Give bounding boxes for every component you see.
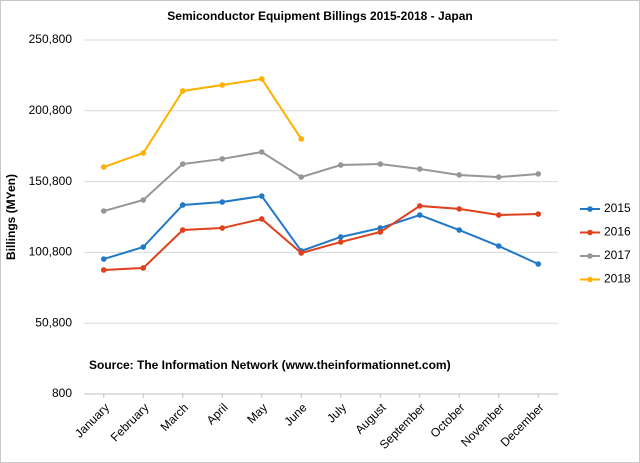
y-axis-title: Billings (MYen) <box>4 174 18 260</box>
series-line <box>103 77 303 168</box>
series-line <box>103 150 539 213</box>
data-point <box>179 161 186 167</box>
annotation: Source: The Information Network (www.the… <box>89 358 451 372</box>
data-point <box>219 156 226 162</box>
data-point <box>456 206 463 212</box>
legend-marker <box>587 206 593 212</box>
data-point <box>456 227 463 233</box>
legend-marker <box>587 253 593 259</box>
data-point <box>337 234 344 240</box>
legend-label: 2015 <box>604 201 631 215</box>
y-tick-label: 50,800 <box>35 315 72 329</box>
legend-label: 2017 <box>604 248 631 262</box>
data-point <box>377 161 384 167</box>
data-point <box>377 229 384 235</box>
data-point <box>298 136 305 142</box>
y-tick-label: 100,800 <box>29 245 73 259</box>
legend-label: 2016 <box>604 225 631 239</box>
legend-marker <box>587 229 593 236</box>
data-point <box>140 150 147 156</box>
data-point <box>140 244 147 250</box>
data-point <box>258 193 265 199</box>
series-line <box>103 204 539 271</box>
data-point <box>219 82 226 88</box>
data-point <box>495 212 502 218</box>
data-point <box>258 149 265 155</box>
data-point <box>337 239 344 245</box>
data-point <box>100 164 107 170</box>
y-tick-label: 150,800 <box>29 174 73 188</box>
y-tick-label: 200,800 <box>29 103 73 117</box>
data-point <box>456 172 463 178</box>
data-point <box>298 250 305 256</box>
data-point <box>140 197 147 203</box>
data-point <box>179 202 186 208</box>
data-point <box>219 199 226 205</box>
data-point <box>179 88 186 94</box>
y-tick-label: 800 <box>52 386 72 400</box>
data-point <box>100 256 107 262</box>
data-point <box>258 76 265 82</box>
y-tick-label: 250,800 <box>29 32 73 46</box>
data-point <box>377 225 384 231</box>
data-point <box>535 211 542 217</box>
data-point <box>298 174 305 180</box>
data-point <box>416 166 423 172</box>
legend-marker <box>587 276 593 283</box>
series-line <box>103 194 539 265</box>
data-point <box>337 162 344 168</box>
data-point <box>100 208 107 214</box>
data-point <box>535 261 542 267</box>
data-point <box>416 212 423 218</box>
data-point <box>100 267 107 273</box>
data-point <box>179 227 186 233</box>
data-point <box>416 203 423 209</box>
data-point <box>140 265 147 271</box>
data-point <box>495 243 502 249</box>
chart-title: Semiconductor Equipment Billings 2015-20… <box>167 9 472 23</box>
data-point <box>495 174 502 180</box>
data-point <box>535 171 542 177</box>
data-point <box>219 225 226 231</box>
legend-label: 2018 <box>604 272 631 286</box>
data-point <box>258 216 265 222</box>
